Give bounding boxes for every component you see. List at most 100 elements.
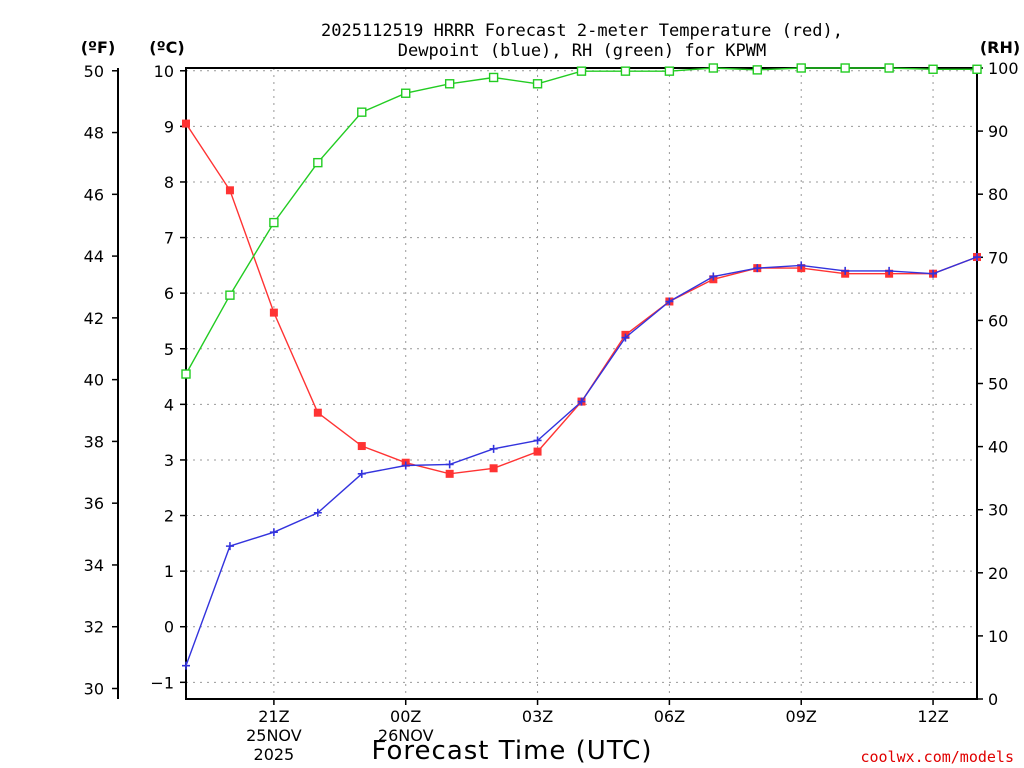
chart-title-line-1: 2025112519 HRRR Forecast 2-meter Tempera… xyxy=(321,21,843,41)
temperature-line xyxy=(185,123,978,475)
data-series xyxy=(181,63,982,670)
temperature-point xyxy=(225,186,234,195)
series-temperature xyxy=(182,119,981,478)
dewpoint-point xyxy=(841,266,850,275)
fahrenheit-tick-label: 46 xyxy=(84,185,104,204)
rh-tick-label: 70 xyxy=(988,248,1008,267)
celsius-tick-label: 4 xyxy=(164,395,174,414)
rh-point xyxy=(752,65,762,75)
celsius-tick-label: 8 xyxy=(164,173,174,192)
rh-point xyxy=(401,88,411,98)
rh-tick-label: 60 xyxy=(988,311,1008,330)
rh-point xyxy=(884,63,894,73)
temperature-point xyxy=(182,119,190,128)
rh-tick-label: 80 xyxy=(988,185,1008,204)
rh-point xyxy=(488,72,499,83)
dewpoint-point xyxy=(577,397,586,406)
rh-tick-label: 90 xyxy=(988,122,1008,141)
x-tick-label: 00Z xyxy=(390,707,421,726)
x-tick-label: 26NOV xyxy=(378,726,434,745)
fahrenheit-tick-label: 40 xyxy=(84,371,104,390)
dewpoint-point xyxy=(269,528,278,537)
rh-tick-label: 0 xyxy=(988,690,998,709)
fahrenheit-tick-label: 44 xyxy=(84,247,104,266)
celsius-tick-label: 7 xyxy=(164,229,174,248)
rh-point xyxy=(269,217,279,228)
fahrenheit-tick-label: 42 xyxy=(84,309,104,328)
rh-point xyxy=(840,63,850,73)
rh-tick-label: 50 xyxy=(988,375,1008,394)
celsius-tick-label: 3 xyxy=(164,451,174,470)
dewpoint-point xyxy=(182,661,190,670)
celsius-tick-label: 0 xyxy=(164,618,174,637)
temperature-point xyxy=(313,408,322,417)
rh-axis-label: (RH) xyxy=(980,38,1020,57)
chart-title-line-2: Dewpoint (blue), RH (green) for KPWM xyxy=(398,41,766,61)
temperature-point xyxy=(489,464,498,473)
rh-tick-label: 40 xyxy=(988,438,1008,457)
fahrenheit-tick-label: 50 xyxy=(84,62,104,81)
rh-point xyxy=(972,64,982,74)
temperature-point xyxy=(269,308,278,317)
rh-point xyxy=(664,66,675,76)
rh-point xyxy=(181,369,191,379)
celsius-tick-label: −1 xyxy=(150,673,174,692)
rh-tick-label: 100 xyxy=(988,59,1019,78)
celsius-tick-label: 9 xyxy=(164,117,174,136)
rh-point xyxy=(444,79,455,89)
series-dewpoint xyxy=(182,253,981,670)
rh-point xyxy=(357,107,367,117)
x-tick-label: 25NOV xyxy=(246,726,302,745)
fahrenheit-tick-label: 48 xyxy=(84,124,104,143)
rh-point xyxy=(796,63,806,73)
dewpoint-point xyxy=(313,508,322,517)
rh-point xyxy=(620,66,631,76)
dewpoint-point xyxy=(401,461,410,470)
fahrenheit-axis-label: (ºF) xyxy=(81,38,116,57)
x-tick-label: 06Z xyxy=(654,707,685,726)
dewpoint-line xyxy=(185,256,978,666)
rh-point xyxy=(928,64,938,74)
x-axis-title: Forecast Time (UTC) xyxy=(371,736,652,766)
fahrenheit-tick-label: 30 xyxy=(84,679,104,698)
dewpoint-point xyxy=(445,460,454,469)
rh-point xyxy=(532,79,543,89)
rh-point xyxy=(313,157,323,168)
fahrenheit-tick-label: 36 xyxy=(84,494,104,513)
celsius-tick-label: 5 xyxy=(164,340,174,359)
x-tick-label: 2025 xyxy=(254,745,295,764)
dewpoint-point xyxy=(621,333,630,342)
celsius-tick-label: 1 xyxy=(164,562,174,581)
dewpoint-point xyxy=(665,297,674,306)
x-tick-label: 09Z xyxy=(786,707,817,726)
celsius-axis-label: (ºC) xyxy=(149,38,184,57)
dewpoint-point xyxy=(709,272,718,281)
dewpoint-point xyxy=(929,269,938,278)
celsius-tick-label: 2 xyxy=(164,507,174,526)
credit-text: coolwx.com/models xyxy=(860,748,1014,766)
rh-line xyxy=(185,67,977,375)
series-rh xyxy=(181,63,982,379)
rh-point xyxy=(708,63,719,73)
temperature-point xyxy=(357,442,366,451)
x-tick-label: 12Z xyxy=(917,707,948,726)
celsius-tick-label: 6 xyxy=(164,284,174,303)
rh-tick-label: 20 xyxy=(988,564,1008,583)
temperature-point xyxy=(533,447,542,456)
rh-point xyxy=(225,290,235,300)
x-tick-label: 21Z xyxy=(258,707,289,726)
axes: −101234567891030323436384042444648500102… xyxy=(84,59,1019,764)
dewpoint-point xyxy=(753,264,762,273)
fahrenheit-tick-label: 34 xyxy=(84,556,104,575)
dewpoint-point xyxy=(533,436,542,445)
celsius-tick-label: 10 xyxy=(154,62,174,81)
rh-tick-label: 10 xyxy=(988,627,1008,646)
chart-title: 2025112519 HRRR Forecast 2-meter Tempera… xyxy=(321,21,843,61)
temperature-point xyxy=(445,469,454,478)
dewpoint-point xyxy=(797,261,806,270)
fahrenheit-tick-label: 32 xyxy=(84,618,104,637)
fahrenheit-tick-label: 38 xyxy=(84,432,104,451)
dewpoint-point xyxy=(225,542,234,551)
dewpoint-point xyxy=(973,253,981,262)
